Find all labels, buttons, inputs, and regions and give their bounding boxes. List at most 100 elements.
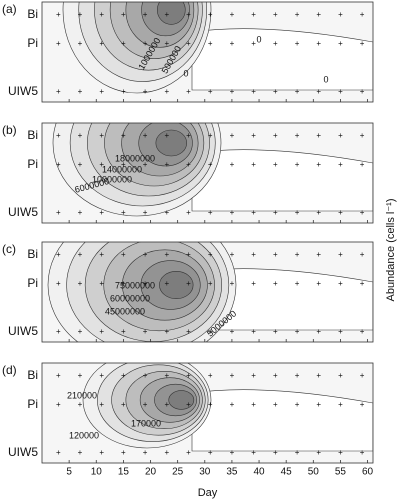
panel-label: (c) bbox=[2, 242, 16, 256]
contour-label: 75000000 bbox=[115, 280, 155, 290]
sample-point: + bbox=[295, 39, 300, 48]
sample-point: + bbox=[273, 131, 278, 140]
sample-point: + bbox=[273, 10, 278, 19]
sample-point: + bbox=[338, 208, 343, 217]
sample-point: + bbox=[360, 327, 365, 336]
sample-point: + bbox=[273, 371, 278, 380]
sample-point: + bbox=[164, 448, 169, 457]
y-tick-label: UIW5 bbox=[8, 205, 38, 219]
x-tick-label: 5 bbox=[66, 467, 72, 478]
sample-point: + bbox=[121, 208, 126, 217]
x-tick-label: 60 bbox=[362, 467, 374, 478]
plot-frame bbox=[41, 122, 374, 224]
sample-point: + bbox=[56, 160, 61, 169]
sample-point: + bbox=[78, 327, 83, 336]
sample-point: + bbox=[186, 10, 191, 19]
sample-point: + bbox=[251, 160, 256, 169]
sample-point: + bbox=[338, 400, 343, 409]
sample-point: + bbox=[208, 371, 213, 380]
sample-point: + bbox=[121, 400, 126, 409]
sample-point: + bbox=[78, 131, 83, 140]
y-tick-label: Pi bbox=[27, 157, 38, 171]
sample-point: + bbox=[78, 371, 83, 380]
sample-point: + bbox=[230, 371, 235, 380]
y-tick-label: Pi bbox=[27, 397, 38, 411]
sample-point: + bbox=[316, 400, 321, 409]
sample-point: + bbox=[251, 87, 256, 96]
sample-point: + bbox=[316, 327, 321, 336]
sample-point: + bbox=[164, 131, 169, 140]
sample-point: + bbox=[121, 39, 126, 48]
panel-label: (b) bbox=[2, 123, 17, 137]
sample-point: + bbox=[121, 279, 126, 288]
sample-point: + bbox=[338, 279, 343, 288]
contour-label: 120000 bbox=[69, 430, 99, 440]
sample-point: + bbox=[121, 87, 126, 96]
sample-point: + bbox=[208, 208, 213, 217]
sample-point: + bbox=[230, 131, 235, 140]
sample-point: + bbox=[99, 87, 104, 96]
sample-point: + bbox=[143, 10, 148, 19]
sample-point: + bbox=[251, 279, 256, 288]
sample-point: + bbox=[251, 10, 256, 19]
x-tick-label: 10 bbox=[91, 467, 103, 478]
sample-point: + bbox=[164, 39, 169, 48]
sample-point: + bbox=[360, 131, 365, 140]
sample-point: + bbox=[56, 10, 61, 19]
sample-point: + bbox=[99, 160, 104, 169]
sample-point: + bbox=[360, 160, 365, 169]
sample-point: + bbox=[360, 400, 365, 409]
sample-point: + bbox=[338, 131, 343, 140]
sample-point: + bbox=[316, 10, 321, 19]
sample-point: + bbox=[164, 371, 169, 380]
sample-point: + bbox=[295, 448, 300, 457]
sample-point: + bbox=[295, 87, 300, 96]
sample-point: + bbox=[121, 327, 126, 336]
sample-point: + bbox=[186, 448, 191, 457]
sample-point: + bbox=[230, 208, 235, 217]
sample-point: + bbox=[208, 160, 213, 169]
y-tick-label: UIW5 bbox=[8, 445, 38, 459]
sample-point: + bbox=[316, 250, 321, 259]
sample-point: + bbox=[208, 250, 213, 259]
sample-point: + bbox=[273, 250, 278, 259]
x-tick-label: 45 bbox=[281, 467, 293, 478]
contour-label: 0 bbox=[183, 68, 188, 78]
sample-point: + bbox=[143, 131, 148, 140]
panel bbox=[42, 123, 373, 223]
sample-point: + bbox=[230, 10, 235, 19]
sample-point: + bbox=[251, 371, 256, 380]
sample-point: + bbox=[121, 131, 126, 140]
sample-point: + bbox=[251, 250, 256, 259]
sample-point: + bbox=[186, 279, 191, 288]
sample-point: + bbox=[143, 250, 148, 259]
sample-point: + bbox=[316, 39, 321, 48]
sample-point: + bbox=[230, 448, 235, 457]
sample-point: + bbox=[143, 87, 148, 96]
sample-point: + bbox=[251, 131, 256, 140]
sample-point: + bbox=[78, 250, 83, 259]
y-tick-label: UIW5 bbox=[8, 84, 38, 98]
sample-point: + bbox=[186, 327, 191, 336]
sample-point: + bbox=[251, 327, 256, 336]
sample-point: + bbox=[99, 448, 104, 457]
x-axis-label: Day bbox=[198, 487, 218, 499]
sample-point: + bbox=[360, 208, 365, 217]
z-axis-label: Abundance (cells l⁻¹) bbox=[385, 198, 397, 301]
sample-point: + bbox=[99, 371, 104, 380]
sample-point: + bbox=[230, 250, 235, 259]
sample-point: + bbox=[208, 131, 213, 140]
sample-point: + bbox=[338, 371, 343, 380]
sample-point: + bbox=[121, 160, 126, 169]
sample-point: + bbox=[56, 279, 61, 288]
sample-point: + bbox=[56, 371, 61, 380]
y-tick-label: UIW5 bbox=[8, 324, 38, 338]
sample-point: + bbox=[186, 39, 191, 48]
sample-point: + bbox=[143, 327, 148, 336]
sample-point: + bbox=[99, 208, 104, 217]
sample-point: + bbox=[143, 448, 148, 457]
sample-point: + bbox=[230, 327, 235, 336]
sample-point: + bbox=[295, 208, 300, 217]
sample-point: + bbox=[295, 10, 300, 19]
